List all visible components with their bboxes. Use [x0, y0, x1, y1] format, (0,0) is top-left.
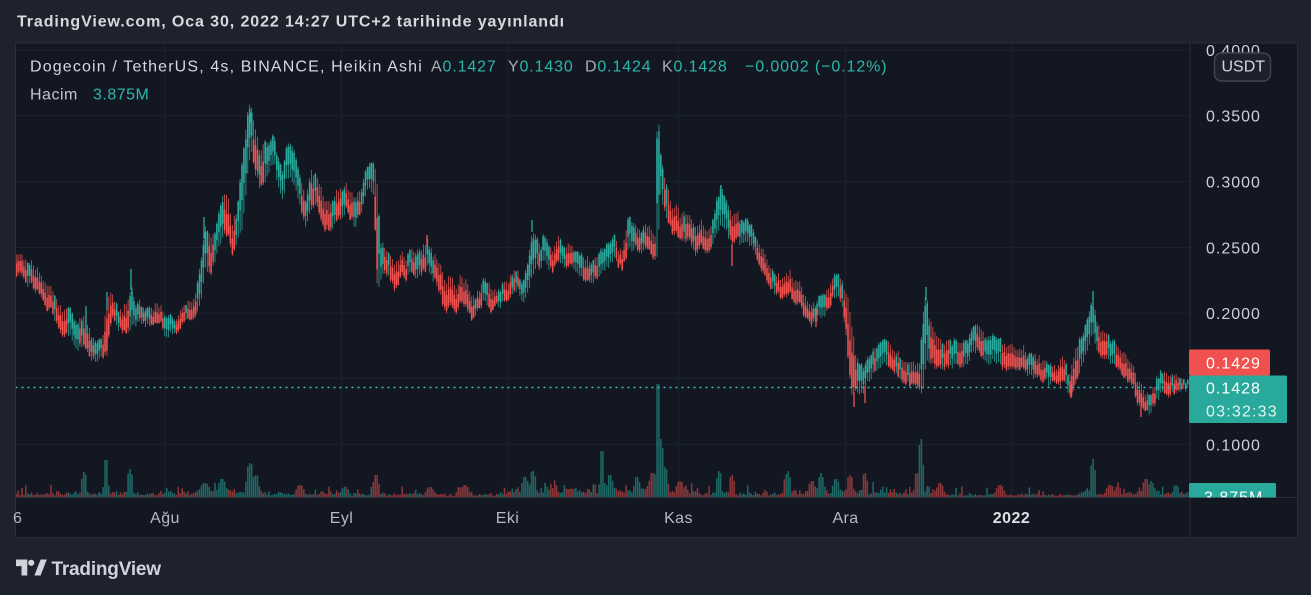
svg-text:Hacim: Hacim [30, 87, 78, 104]
svg-text:Ağu: Ağu [150, 510, 180, 527]
svg-text:3.875M: 3.875M [1204, 490, 1263, 507]
svg-text:0.3500: 0.3500 [1206, 108, 1261, 125]
svg-text:0.1428: 0.1428 [1206, 381, 1261, 398]
svg-text:0.3000: 0.3000 [1206, 174, 1261, 191]
svg-text:USDT: USDT [1222, 59, 1266, 76]
svg-text:A0.1427: A0.1427 [431, 59, 497, 76]
svg-text:0.2000: 0.2000 [1206, 306, 1261, 323]
svg-text:0.1000: 0.1000 [1206, 437, 1261, 454]
svg-text:Dogecoin / TetherUS, 4s, BINAN: Dogecoin / TetherUS, 4s, BINANCE, Heikin… [30, 59, 423, 76]
svg-text:3.875M: 3.875M [93, 87, 149, 104]
svg-text:Kas: Kas [664, 510, 693, 527]
svg-text:TradingView.com, Oca 30, 2022: TradingView.com, Oca 30, 2022 14:27 UTC+… [17, 14, 565, 31]
svg-text:Y0.1430: Y0.1430 [508, 59, 574, 76]
svg-text:K0.1428: K0.1428 [662, 59, 728, 76]
svg-text:Eyl: Eyl [330, 510, 353, 527]
svg-text:0.1429: 0.1429 [1206, 356, 1261, 373]
svg-text:TradingView: TradingView [52, 559, 162, 580]
svg-text:D0.1424: D0.1424 [585, 59, 651, 76]
svg-text:03:32:33: 03:32:33 [1206, 404, 1278, 421]
svg-text:Ara: Ara [832, 510, 858, 527]
svg-text:6: 6 [13, 510, 22, 527]
svg-text:Eki: Eki [496, 510, 519, 527]
svg-text:−0.0002 (−0.12%): −0.0002 (−0.12%) [745, 59, 888, 76]
svg-text:2022: 2022 [993, 510, 1031, 527]
svg-text:0.2500: 0.2500 [1206, 240, 1261, 257]
